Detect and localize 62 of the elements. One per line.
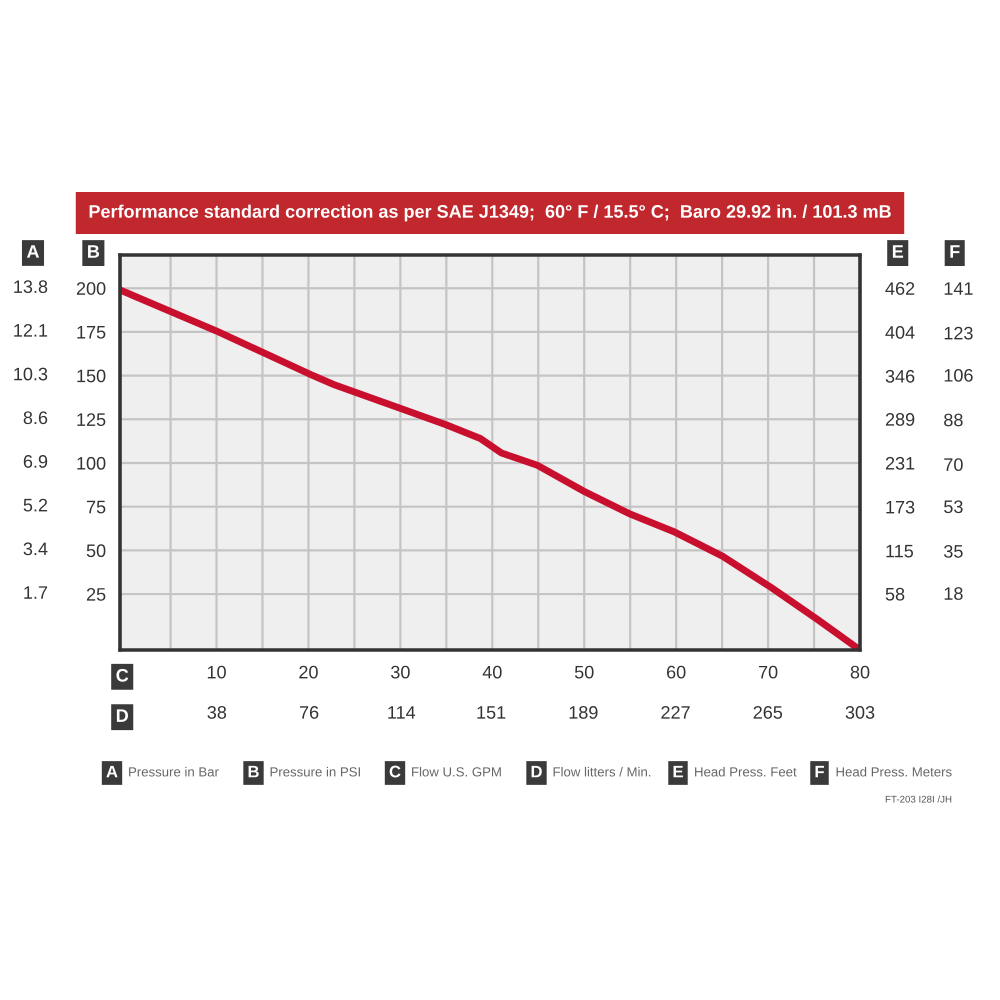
x-tick-label: 80 — [850, 666, 870, 679]
y3-tick-label: 70 — [944, 458, 963, 471]
y-tick-label: 150 — [77, 370, 106, 382]
y2-tick-label: 346 — [886, 370, 914, 383]
text: 3.4 — [24, 542, 48, 556]
x-tick-label: 10 — [208, 666, 226, 679]
x-axis-title: C — [116, 668, 128, 682]
y3-tick-label: 123 — [944, 326, 973, 340]
text: 6.9 — [24, 455, 48, 468]
y3-tick-label: 106 — [944, 368, 973, 382]
y-tick-label: 125 — [77, 413, 106, 426]
text: A Pressure in Bar — [106, 766, 219, 778]
y2-tick-label: 173 — [886, 500, 914, 514]
x2-tick-label: 189 — [570, 706, 598, 719]
y2-tick-label: 58 — [886, 588, 904, 601]
text: D Flow litters / Min. — [532, 766, 650, 778]
x-tick-label: 30 — [391, 666, 410, 679]
y2-tick-label: 115 — [886, 544, 914, 558]
text: F Head Press. Meters — [816, 766, 952, 778]
text: 10.3 — [14, 368, 48, 380]
x2-tick-label: 38 — [207, 706, 226, 719]
x2-tick-label: 76 — [300, 706, 318, 719]
x2-axis-title: D — [116, 709, 128, 722]
y2-axis-title: E — [892, 245, 904, 258]
text: 13.8 — [14, 280, 48, 294]
x2-tick-label: 227 — [661, 706, 690, 719]
x-tick-label: 20 — [299, 666, 318, 679]
chart-title: Performance standard correction as per SAE J1349; 60° F / 15.5° C; Baro 29.92 in. / 101.3 mB — [90, 204, 891, 222]
y-tick-label: 25 — [86, 588, 106, 601]
y-tick-label: 75 — [86, 500, 106, 514]
y-axis-title: B — [88, 245, 100, 258]
x-tick-label: 50 — [574, 666, 594, 679]
x2-tick-label: 265 — [754, 706, 782, 719]
text: 5.2 — [24, 498, 48, 512]
text: 12.1 — [14, 324, 48, 337]
y-tick-label: 50 — [86, 544, 106, 558]
text: C Flow U.S. GPM — [390, 766, 501, 778]
y3-tick-label: 141 — [944, 282, 973, 295]
y-tick-label: 175 — [77, 326, 106, 339]
y3-axis-title: F — [950, 245, 960, 258]
text: E Head Press. Feet — [674, 766, 797, 778]
text: A — [26, 245, 40, 258]
text: 8.6 — [24, 411, 48, 424]
y2-tick-label: 289 — [886, 413, 914, 426]
x2-tick-label: 303 — [846, 706, 874, 719]
x-tick-label: 70 — [758, 666, 778, 679]
y2-tick-label: 231 — [886, 456, 914, 470]
text: FT-203 I28I /JH — [886, 795, 952, 803]
y3-tick-label: 88 — [944, 414, 963, 426]
x2-tick-label: 151 — [477, 706, 506, 719]
y2-tick-label: 404 — [885, 326, 915, 339]
y-tick-label: 200 — [76, 282, 106, 295]
y3-tick-label: 35 — [944, 545, 963, 558]
y-tick-label: 100 — [77, 456, 106, 470]
y3-tick-label: 53 — [944, 500, 963, 514]
text: 1.7 — [24, 586, 48, 599]
y3-tick-label: 18 — [944, 587, 963, 600]
y2-tick-label: 462 — [885, 282, 914, 295]
x-tick-label: 60 — [667, 666, 686, 679]
text: B Pressure in PSI — [248, 766, 360, 778]
x2-tick-label: 114 — [388, 706, 416, 719]
x-tick-label: 40 — [482, 666, 502, 679]
